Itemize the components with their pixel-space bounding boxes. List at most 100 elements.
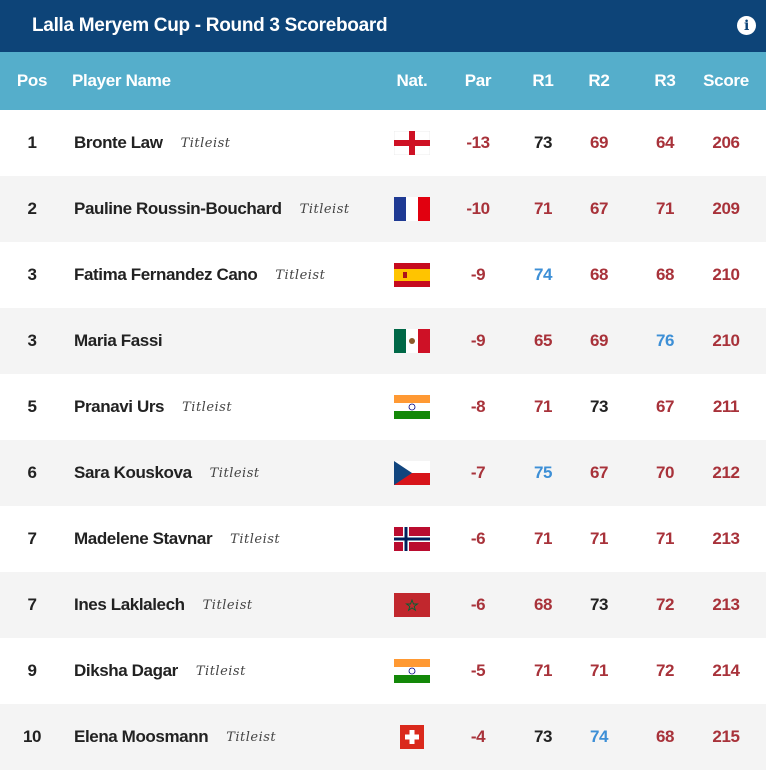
- sponsor-logo: Titleist: [209, 465, 260, 481]
- position-cell: 10: [22, 727, 42, 746]
- column-header-par[interactable]: Par: [464, 71, 492, 90]
- table-row[interactable]: 6 Sara Kouskova Titleist -7 75 67 70 212: [0, 440, 766, 506]
- score-cell: 209: [712, 199, 740, 218]
- sponsor-logo: Titleist: [299, 201, 350, 217]
- player-name[interactable]: Sara Kouskova: [74, 463, 192, 482]
- sponsor-logo: Titleist: [182, 399, 233, 415]
- round1-cell: 71: [533, 397, 553, 416]
- round2-cell: 73: [589, 595, 609, 614]
- table-row[interactable]: 7 Ines Laklalech Titleist -6 68 73 72 213: [0, 572, 766, 638]
- table-row[interactable]: 3 Fatima Fernandez Cano Titleist -9 74 68 68 21…: [0, 242, 766, 308]
- flag-england-icon: [392, 110, 432, 176]
- page-title: Lalla Meryem Cup - Round 3 Scoreboard: [32, 15, 388, 36]
- player-name[interactable]: Madelene Stavnar: [74, 529, 213, 548]
- round3-cell: 68: [655, 265, 675, 284]
- position-cell: 2: [27, 199, 37, 218]
- info-icon[interactable]: i: [737, 16, 756, 35]
- round2-cell: 74: [589, 727, 609, 746]
- round2-cell: 69: [589, 133, 609, 152]
- score-cell: 213: [712, 595, 740, 614]
- sponsor-logo: Titleist: [226, 729, 277, 745]
- par-cell: -6: [470, 595, 486, 614]
- table-body: 1 Bronte Law Titleist -13 73 69 64 206 2 Pauline …: [0, 110, 766, 770]
- position-cell: 3: [27, 265, 37, 284]
- position-cell: 1: [27, 133, 37, 152]
- column-header-r1[interactable]: R1: [532, 71, 554, 90]
- score-cell: 206: [712, 133, 740, 152]
- table-row[interactable]: 9 Diksha Dagar Titleist -5 71 71 72 214: [0, 638, 766, 704]
- position-cell: 7: [27, 595, 37, 614]
- round3-cell: 76: [655, 331, 675, 350]
- player-name[interactable]: Pauline Roussin-Bouchard: [74, 199, 282, 218]
- player-name-cell: Maria Fassi: [74, 308, 163, 374]
- flag-norway-icon: [392, 506, 432, 572]
- position-cell: 7: [27, 529, 37, 548]
- round3-cell: 71: [655, 199, 675, 218]
- score-cell: 210: [712, 265, 740, 284]
- table-row[interactable]: 1 Bronte Law Titleist -13 73 69 64 206: [0, 110, 766, 176]
- par-cell: -10: [466, 199, 490, 218]
- player-name[interactable]: Elena Moosmann: [74, 727, 209, 746]
- flag-india-icon: [392, 374, 432, 440]
- column-header-pos[interactable]: Pos: [16, 71, 48, 90]
- column-header-nat[interactable]: Nat.: [396, 71, 428, 90]
- player-name[interactable]: Pranavi Urs: [74, 397, 165, 416]
- player-name-cell: Bronte Law Titleist: [74, 110, 231, 176]
- sponsor-logo: Titleist: [230, 531, 281, 547]
- flag-india-icon: [392, 638, 432, 704]
- score-cell: 212: [712, 463, 740, 482]
- round1-cell: 68: [533, 595, 553, 614]
- player-name-cell: Pranavi Urs Titleist: [74, 374, 232, 440]
- round2-cell: 67: [589, 463, 609, 482]
- round2-cell: 73: [589, 397, 609, 416]
- column-header-r3[interactable]: R3: [654, 71, 676, 90]
- round1-cell: 71: [533, 529, 553, 548]
- round2-cell: 71: [589, 661, 609, 680]
- player-name[interactable]: Diksha Dagar: [74, 661, 178, 680]
- score-cell: 211: [712, 397, 740, 416]
- table-row[interactable]: 10 Elena Moosmann Titleist -4 73 74 68 215: [0, 704, 766, 770]
- table-row[interactable]: 5 Pranavi Urs Titleist -8 71 73 67 211: [0, 374, 766, 440]
- column-header-r2[interactable]: R2: [588, 71, 610, 90]
- flag-france-icon: [392, 176, 432, 242]
- sponsor-logo: Titleist: [275, 267, 326, 283]
- player-name[interactable]: Maria Fassi: [74, 331, 163, 350]
- sponsor-logo: Titleist: [180, 135, 231, 151]
- table-row[interactable]: 7 Madelene Stavnar Titleist -6 71 71 71 213: [0, 506, 766, 572]
- round3-cell: 67: [655, 397, 675, 416]
- flag-switzerland-icon: [392, 704, 432, 770]
- player-name[interactable]: Bronte Law: [74, 133, 163, 152]
- flag-spain-icon: [392, 242, 432, 308]
- score-cell: 210: [712, 331, 740, 350]
- column-header-score[interactable]: Score: [703, 71, 749, 90]
- title-bar: Lalla Meryem Cup - Round 3 Scoreboard i: [0, 0, 766, 52]
- round3-cell: 71: [655, 529, 675, 548]
- column-header-player-name[interactable]: Player Name: [72, 71, 171, 90]
- sponsor-logo: Titleist: [202, 597, 253, 613]
- score-cell: 215: [712, 727, 740, 746]
- score-cell: 214: [712, 661, 740, 680]
- round1-cell: 71: [533, 661, 553, 680]
- sponsor-logo: Titleist: [195, 663, 246, 679]
- flag-mexico-icon: [392, 308, 432, 374]
- table-row[interactable]: 2 Pauline Roussin-Bouchard Titleist -10 71 67…: [0, 176, 766, 242]
- par-cell: -6: [470, 529, 486, 548]
- round1-cell: 73: [533, 727, 553, 746]
- round2-cell: 69: [589, 331, 609, 350]
- player-name-cell: Fatima Fernandez Cano Titleist: [74, 242, 325, 308]
- par-cell: -8: [470, 397, 486, 416]
- par-cell: -7: [470, 463, 486, 482]
- player-name-cell: Sara Kouskova Titleist: [74, 440, 260, 506]
- player-name[interactable]: Ines Laklalech: [74, 595, 185, 614]
- par-cell: -9: [470, 265, 486, 284]
- flag-morocco-icon: [392, 572, 432, 638]
- par-cell: -13: [466, 133, 490, 152]
- player-name[interactable]: Fatima Fernandez Cano: [74, 265, 258, 284]
- flag-czech-republic-icon: [392, 440, 432, 506]
- round1-cell: 73: [533, 133, 553, 152]
- round1-cell: 71: [533, 199, 553, 218]
- par-cell: -4: [470, 727, 486, 746]
- round3-cell: 72: [655, 595, 675, 614]
- table-row[interactable]: 3 Maria Fassi -9 65 69 76 210: [0, 308, 766, 374]
- position-cell: 6: [27, 463, 37, 482]
